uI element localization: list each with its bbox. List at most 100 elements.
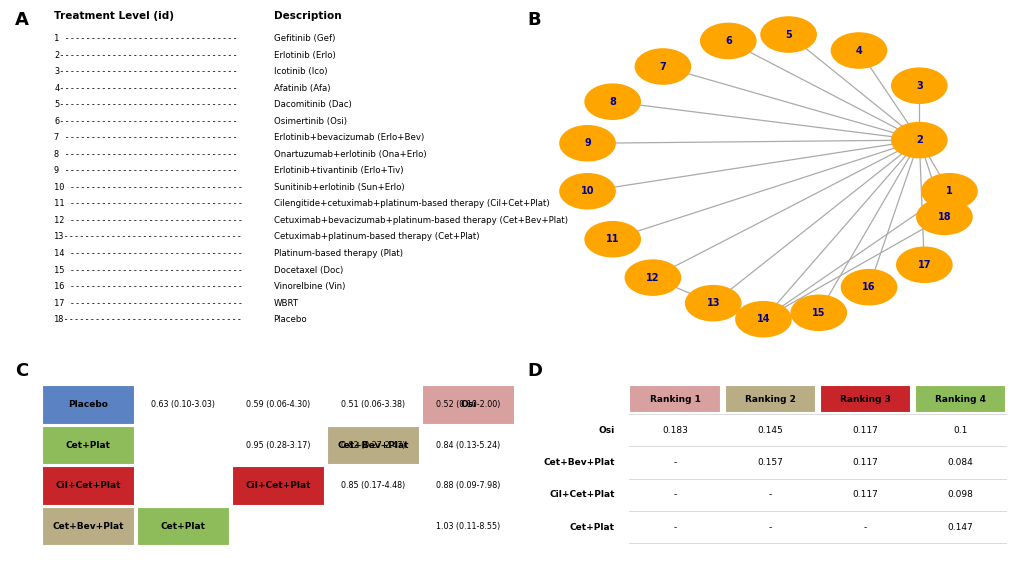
Text: 17: 17	[917, 260, 930, 270]
Text: Cet+Bev+Plat: Cet+Bev+Plat	[543, 458, 614, 467]
Text: 8: 8	[608, 96, 615, 107]
Text: 6----------------------------------: 6----------------------------------	[54, 117, 237, 126]
Circle shape	[921, 174, 976, 209]
Circle shape	[891, 68, 946, 103]
Text: 10: 10	[580, 186, 594, 196]
Text: Platinum-based therapy (Plat): Platinum-based therapy (Plat)	[273, 249, 403, 258]
Text: Placebo: Placebo	[273, 315, 307, 324]
FancyBboxPatch shape	[42, 385, 135, 425]
Text: Treatment Level (id): Treatment Level (id)	[54, 11, 174, 21]
Text: 0.145: 0.145	[756, 426, 783, 435]
Text: Ranking 4: Ranking 4	[933, 394, 984, 404]
FancyBboxPatch shape	[232, 466, 324, 506]
Text: 3: 3	[915, 81, 922, 91]
Text: 18: 18	[936, 212, 951, 222]
Text: 8 ---------------------------------: 8 ---------------------------------	[54, 150, 237, 159]
Text: 3----------------------------------: 3----------------------------------	[54, 67, 237, 76]
Text: 13----------------------------------: 13----------------------------------	[54, 232, 243, 242]
Circle shape	[559, 174, 614, 209]
Text: Erlotinib+bevacizumab (Erlo+Bev): Erlotinib+bevacizumab (Erlo+Bev)	[273, 133, 423, 142]
Text: 0.117: 0.117	[852, 426, 877, 435]
Text: 0.82 (0.27-2.47): 0.82 (0.27-2.47)	[340, 441, 406, 450]
Text: 4: 4	[855, 45, 861, 56]
Text: Dacomitinib (Dac): Dacomitinib (Dac)	[273, 100, 351, 109]
Text: Description: Description	[273, 11, 340, 21]
Circle shape	[735, 301, 791, 337]
Circle shape	[700, 24, 755, 59]
Circle shape	[625, 260, 680, 295]
Text: Cet+Plat: Cet+Plat	[570, 523, 614, 532]
Text: 1.03 (0.11-8.55): 1.03 (0.11-8.55)	[436, 522, 500, 531]
Text: 17 ---------------------------------: 17 ---------------------------------	[54, 298, 243, 308]
Text: 16 ---------------------------------: 16 ---------------------------------	[54, 282, 243, 291]
Text: 2: 2	[915, 135, 922, 145]
Text: Ranking 2: Ranking 2	[744, 394, 795, 404]
Text: 0.85 (0.17-4.48): 0.85 (0.17-4.48)	[341, 482, 406, 491]
FancyBboxPatch shape	[629, 385, 720, 413]
Text: 0.51 (0.06-3.38): 0.51 (0.06-3.38)	[341, 400, 406, 409]
FancyBboxPatch shape	[422, 385, 515, 425]
Text: 0.157: 0.157	[756, 458, 783, 467]
Text: 12 ---------------------------------: 12 ---------------------------------	[54, 216, 243, 225]
Text: -: -	[863, 523, 866, 532]
Text: 6: 6	[725, 36, 731, 46]
Text: Gefitinib (Gef): Gefitinib (Gef)	[273, 34, 334, 43]
Text: Cil+Cet+Plat: Cil+Cet+Plat	[549, 490, 614, 499]
Text: Docetaxel (Doc): Docetaxel (Doc)	[273, 266, 342, 274]
Text: 0.63 (0.10-3.03): 0.63 (0.10-3.03)	[151, 400, 215, 409]
Text: Erlotinib+tivantinib (Erlo+Tiv): Erlotinib+tivantinib (Erlo+Tiv)	[273, 166, 403, 175]
Text: 9 ---------------------------------: 9 ---------------------------------	[54, 166, 237, 175]
Text: 13: 13	[706, 298, 719, 308]
Text: Afatinib (Afa): Afatinib (Afa)	[273, 84, 330, 92]
Text: 0.084: 0.084	[947, 458, 972, 467]
Text: 0.183: 0.183	[661, 426, 688, 435]
Circle shape	[760, 17, 815, 52]
Text: -: -	[673, 458, 676, 467]
Text: Placebo: Placebo	[68, 400, 108, 409]
Text: 0.88 (0.09-7.98): 0.88 (0.09-7.98)	[436, 482, 500, 491]
Text: Ranking 3: Ranking 3	[839, 394, 890, 404]
Text: Erlotinib (Erlo): Erlotinib (Erlo)	[273, 51, 335, 60]
Text: -: -	[767, 490, 771, 499]
FancyBboxPatch shape	[42, 507, 135, 546]
Text: Sunitinib+erlotinib (Sun+Erlo): Sunitinib+erlotinib (Sun+Erlo)	[273, 183, 404, 192]
Text: Osimertinib (Osi): Osimertinib (Osi)	[273, 117, 346, 126]
Text: 18----------------------------------: 18----------------------------------	[54, 315, 243, 324]
FancyBboxPatch shape	[327, 425, 420, 465]
Text: -: -	[673, 523, 676, 532]
FancyBboxPatch shape	[137, 507, 229, 546]
Text: Osi: Osi	[598, 426, 614, 435]
Text: 14 ---------------------------------: 14 ---------------------------------	[54, 249, 243, 258]
Text: 0.95 (0.28-3.17): 0.95 (0.28-3.17)	[246, 441, 311, 450]
Circle shape	[891, 122, 946, 158]
Text: 2----------------------------------: 2----------------------------------	[54, 51, 237, 60]
Circle shape	[830, 33, 886, 68]
Circle shape	[841, 270, 896, 305]
Text: Icotinib (Ico): Icotinib (Ico)	[273, 67, 327, 76]
Text: 14: 14	[756, 314, 769, 324]
Text: Cet+Bev+Plat: Cet+Bev+Plat	[52, 522, 124, 531]
Text: 11 ---------------------------------: 11 ---------------------------------	[54, 199, 243, 208]
FancyBboxPatch shape	[42, 425, 135, 465]
FancyBboxPatch shape	[723, 385, 815, 413]
Text: 4----------------------------------: 4----------------------------------	[54, 84, 237, 92]
Text: Cilengitide+cetuximab+platinum-based therapy (Cil+Cet+Plat): Cilengitide+cetuximab+platinum-based the…	[273, 199, 548, 208]
Text: Cil+Cet+Plat: Cil+Cet+Plat	[246, 482, 311, 491]
Circle shape	[685, 286, 740, 321]
Circle shape	[585, 222, 640, 257]
Text: 15: 15	[811, 308, 824, 318]
Text: 1 ---------------------------------: 1 ---------------------------------	[54, 34, 237, 43]
Text: -: -	[767, 523, 771, 532]
Text: Vinorelbine (Vin): Vinorelbine (Vin)	[273, 282, 344, 291]
Text: 0.117: 0.117	[852, 490, 877, 499]
FancyBboxPatch shape	[42, 466, 135, 506]
Text: D: D	[527, 362, 541, 380]
Text: 1: 1	[946, 186, 952, 196]
Text: B: B	[527, 11, 540, 29]
Text: Cet+Plat: Cet+Plat	[161, 522, 206, 531]
Text: 0.84 (0.13-5.24): 0.84 (0.13-5.24)	[436, 441, 500, 450]
Text: 16: 16	[861, 282, 875, 292]
Text: 5----------------------------------: 5----------------------------------	[54, 100, 237, 109]
Text: C: C	[15, 362, 29, 380]
Circle shape	[791, 295, 846, 331]
